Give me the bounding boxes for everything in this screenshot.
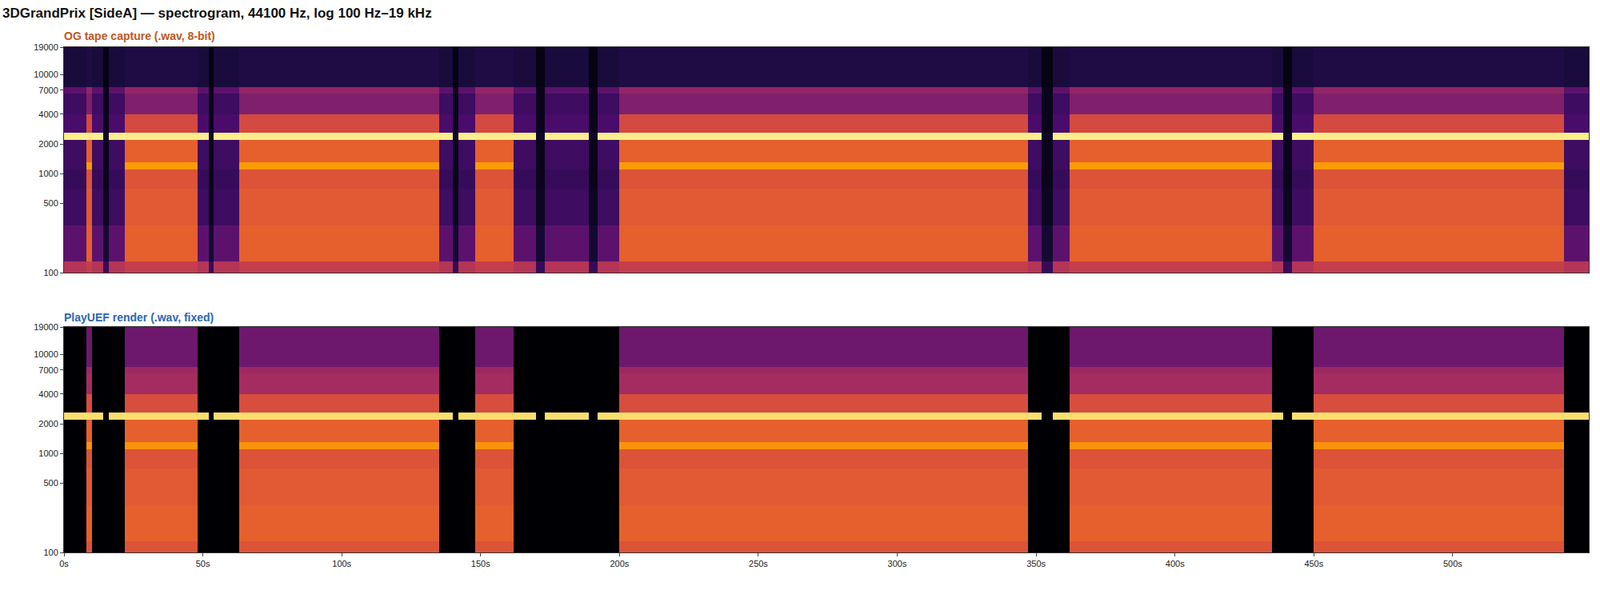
svg-text:PlayUEF render (.wav, fixed): PlayUEF render (.wav, fixed)	[64, 311, 214, 324]
svg-text:3DGrandPrix [SideA] — spectrog: 3DGrandPrix [SideA] — spectrogram, 44100…	[2, 5, 432, 21]
svg-text:2000: 2000	[38, 139, 58, 149]
svg-text:10000: 10000	[33, 69, 59, 80]
svg-text:4000: 4000	[38, 389, 58, 400]
svg-text:150s: 150s	[471, 559, 491, 569]
svg-text:200s: 200s	[609, 559, 629, 569]
svg-text:7000: 7000	[38, 85, 58, 96]
svg-text:500: 500	[43, 478, 58, 488]
svg-text:7000: 7000	[38, 365, 58, 376]
svg-text:2000: 2000	[38, 419, 58, 429]
svg-text:1000: 1000	[38, 168, 58, 179]
svg-text:250s: 250s	[748, 559, 768, 569]
svg-text:500s: 500s	[1443, 559, 1463, 569]
svg-text:100: 100	[43, 548, 58, 558]
svg-text:19000: 19000	[33, 42, 59, 52]
svg-text:OG tape capture (.wav, 8-bit): OG tape capture (.wav, 8-bit)	[64, 29, 216, 43]
svg-text:4000: 4000	[38, 109, 58, 120]
svg-text:19000: 19000	[33, 322, 59, 332]
svg-text:400s: 400s	[1165, 559, 1185, 569]
svg-text:300s: 300s	[888, 559, 908, 569]
svg-text:350s: 350s	[1026, 559, 1046, 569]
svg-text:0s: 0s	[59, 559, 69, 569]
svg-text:1000: 1000	[38, 448, 58, 459]
svg-text:500: 500	[43, 198, 58, 208]
svg-text:50s: 50s	[196, 559, 211, 569]
svg-text:10000: 10000	[33, 349, 59, 360]
svg-text:100s: 100s	[332, 559, 352, 569]
svg-text:100: 100	[43, 268, 58, 278]
svg-text:450s: 450s	[1304, 559, 1324, 569]
